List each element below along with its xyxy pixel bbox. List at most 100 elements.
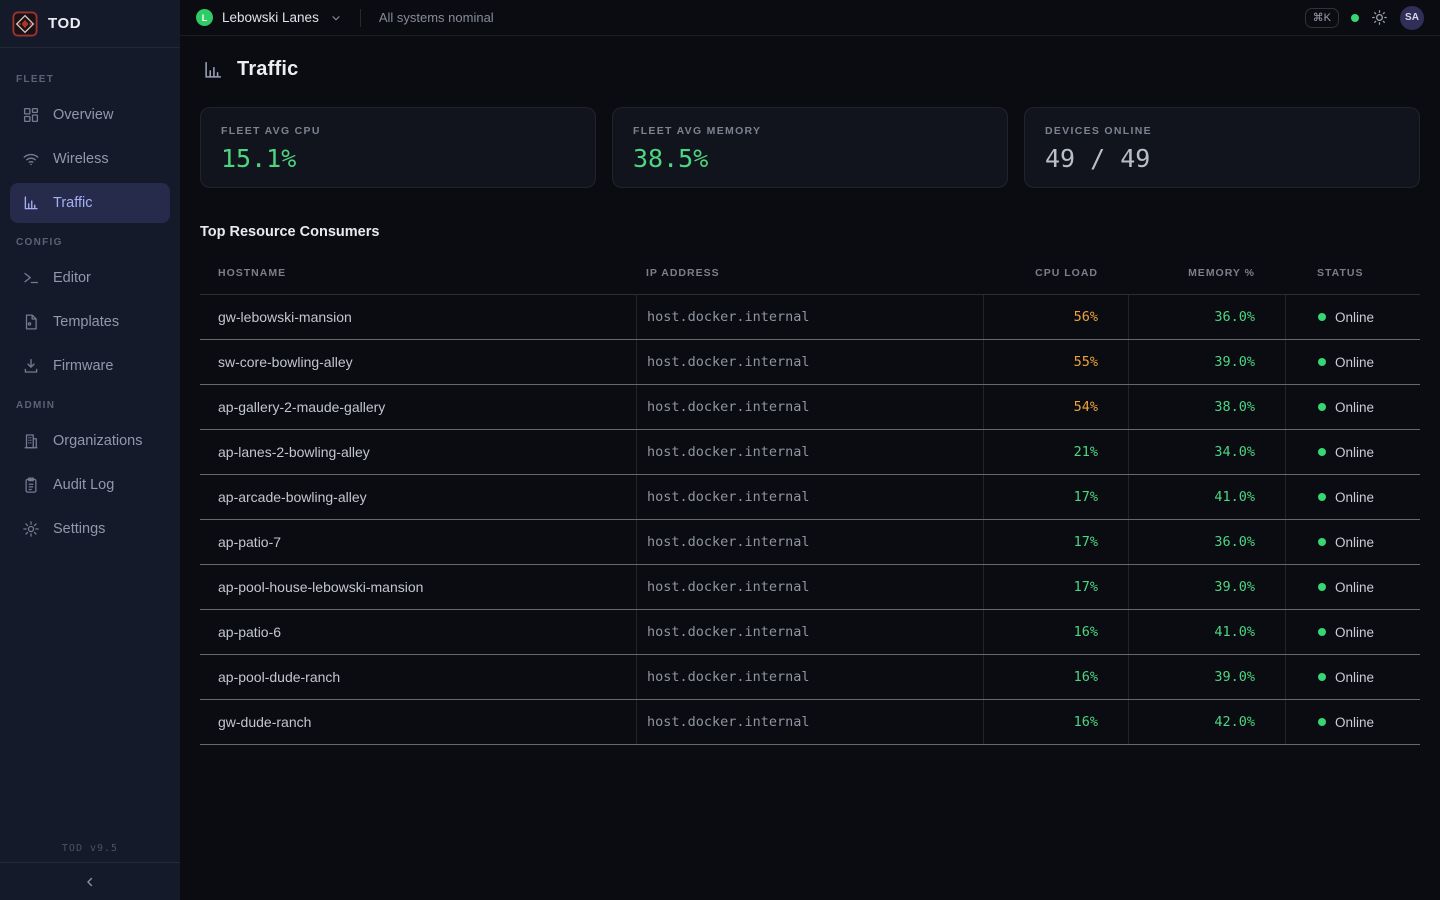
stat-label: FLEET AVG MEMORY <box>633 125 762 137</box>
main-content: Traffic FLEET AVG CPU 15.1% FLEET AVG ME… <box>180 36 1440 745</box>
system-status-text: All systems nominal <box>378 10 494 25</box>
cell-ip: host.docker.internal <box>636 520 983 564</box>
bar-chart-icon <box>22 194 40 212</box>
cell-status: Online <box>1285 340 1420 384</box>
download-icon <box>22 357 40 375</box>
gear-icon <box>22 520 40 538</box>
col-header-ip: IP ADDRESS <box>646 267 720 279</box>
table-row[interactable]: gw-lebowski-mansion host.docker.internal… <box>200 295 1420 340</box>
sidebar-item-wireless[interactable]: Wireless <box>10 139 170 179</box>
cell-status: Online <box>1285 295 1420 339</box>
cell-memory: 39.0% <box>1128 565 1285 609</box>
sidebar-header: TOD <box>0 0 180 48</box>
cell-ip: host.docker.internal <box>636 700 983 744</box>
resource-table: HOSTNAME IP ADDRESS CPU LOAD MEMORY % ST… <box>200 252 1420 745</box>
cell-memory: 34.0% <box>1128 430 1285 474</box>
sidebar-item-organizations[interactable]: Organizations <box>10 421 170 461</box>
building-icon <box>22 432 40 450</box>
sidebar-item-firmware[interactable]: Firmware <box>10 346 170 386</box>
nav-section-fleet: FLEET <box>16 74 55 85</box>
cell-hostname: ap-gallery-2-maude-gallery <box>218 399 386 415</box>
wifi-icon <box>22 150 40 168</box>
table-row[interactable]: sw-core-bowling-alley host.docker.intern… <box>200 340 1420 385</box>
page-header: Traffic <box>202 58 1420 81</box>
online-dot-icon <box>1318 628 1326 636</box>
stat-value: 15.1% <box>221 144 297 173</box>
sidebar-item-label: Firmware <box>53 358 114 374</box>
table-row[interactable]: ap-pool-dude-ranch host.docker.internal … <box>200 655 1420 700</box>
cell-memory: 36.0% <box>1128 295 1285 339</box>
cell-memory: 42.0% <box>1128 700 1285 744</box>
table-row[interactable]: ap-patio-7 host.docker.internal 17% 36.0… <box>200 520 1420 565</box>
page-title: Traffic <box>237 58 299 80</box>
online-dot-icon <box>1318 673 1326 681</box>
file-icon <box>22 313 40 331</box>
table-row[interactable]: ap-arcade-bowling-alley host.docker.inte… <box>200 475 1420 520</box>
sidebar-item-audit-log[interactable]: Audit Log <box>10 465 170 505</box>
cell-memory: 41.0% <box>1128 610 1285 654</box>
cell-cpu: 56% <box>983 295 1128 339</box>
cell-status: Online <box>1285 475 1420 519</box>
clipboard-icon <box>22 476 40 494</box>
table-row[interactable]: ap-patio-6 host.docker.internal 16% 41.0… <box>200 610 1420 655</box>
sidebar-item-overview[interactable]: Overview <box>10 95 170 135</box>
sidebar-item-editor[interactable]: Editor <box>10 258 170 298</box>
app-name: TOD <box>48 15 82 32</box>
nav-section-config: CONFIG <box>16 237 63 248</box>
table-row[interactable]: ap-gallery-2-maude-gallery host.docker.i… <box>200 385 1420 430</box>
cell-status: Online <box>1285 610 1420 654</box>
cell-hostname: gw-dude-ranch <box>218 714 312 730</box>
status-label: Online <box>1335 444 1375 460</box>
sidebar-item-settings[interactable]: Settings <box>10 509 170 549</box>
chevron-down-icon <box>330 12 342 24</box>
col-header-memory: MEMORY % <box>1188 267 1255 279</box>
cell-hostname: sw-core-bowling-alley <box>218 354 353 370</box>
cell-ip: host.docker.internal <box>636 295 983 339</box>
stat-card-fleet-avg-memory: FLEET AVG MEMORY 38.5% <box>612 107 1008 188</box>
online-dot-icon <box>1318 358 1326 366</box>
stat-card-fleet-avg-cpu: FLEET AVG CPU 15.1% <box>200 107 596 188</box>
table-row[interactable]: ap-lanes-2-bowling-alley host.docker.int… <box>200 430 1420 475</box>
sidebar: TOD FLEET Overview Wireless <box>0 0 180 900</box>
sidebar-item-label: Templates <box>53 314 120 330</box>
nav-section-admin: ADMIN <box>16 400 56 411</box>
theme-toggle-button[interactable] <box>1371 9 1388 26</box>
cell-hostname: gw-lebowski-mansion <box>218 309 352 325</box>
cell-status: Online <box>1285 430 1420 474</box>
cell-ip: host.docker.internal <box>636 610 983 654</box>
table-row[interactable]: gw-dude-ranch host.docker.internal 16% 4… <box>200 700 1420 745</box>
user-avatar[interactable]: SA <box>1400 5 1424 30</box>
cell-memory: 38.0% <box>1128 385 1285 429</box>
stat-value: 49 / 49 <box>1045 144 1151 173</box>
table-row[interactable]: ap-pool-house-lebowski-mansion host.dock… <box>200 565 1420 610</box>
cell-cpu: 54% <box>983 385 1128 429</box>
table-title: Top Resource Consumers <box>200 224 380 240</box>
cell-hostname: ap-lanes-2-bowling-alley <box>218 444 370 460</box>
cell-ip: host.docker.internal <box>636 340 983 384</box>
cell-hostname: ap-patio-6 <box>218 624 282 640</box>
table-header: HOSTNAME IP ADDRESS CPU LOAD MEMORY % ST… <box>200 252 1420 295</box>
sidebar-item-templates[interactable]: Templates <box>10 302 170 342</box>
sidebar-collapse-button[interactable] <box>0 862 180 900</box>
cell-cpu: 17% <box>983 565 1128 609</box>
status-label: Online <box>1335 669 1375 685</box>
command-palette-shortcut[interactable]: ⌘K <box>1304 7 1339 28</box>
cell-memory: 39.0% <box>1128 340 1285 384</box>
status-label: Online <box>1335 714 1375 730</box>
online-dot-icon <box>1318 313 1326 321</box>
app-logo-icon <box>12 10 38 37</box>
sidebar-nav: FLEET Overview Wireless <box>0 48 180 549</box>
org-avatar: L <box>196 9 213 26</box>
cell-hostname: ap-pool-dude-ranch <box>218 669 341 685</box>
cell-memory: 39.0% <box>1128 655 1285 699</box>
sidebar-item-traffic[interactable]: Traffic <box>10 183 170 223</box>
status-label: Online <box>1335 309 1375 325</box>
cell-cpu: 16% <box>983 610 1128 654</box>
org-switcher[interactable]: L Lebowski Lanes <box>196 9 342 26</box>
stat-card-devices-online: DEVICES ONLINE 49 / 49 <box>1024 107 1420 188</box>
online-dot-icon <box>1318 403 1326 411</box>
sidebar-item-label: Editor <box>53 270 91 286</box>
cell-ip: host.docker.internal <box>636 475 983 519</box>
sidebar-item-label: Settings <box>53 521 106 537</box>
cell-cpu: 21% <box>983 430 1128 474</box>
